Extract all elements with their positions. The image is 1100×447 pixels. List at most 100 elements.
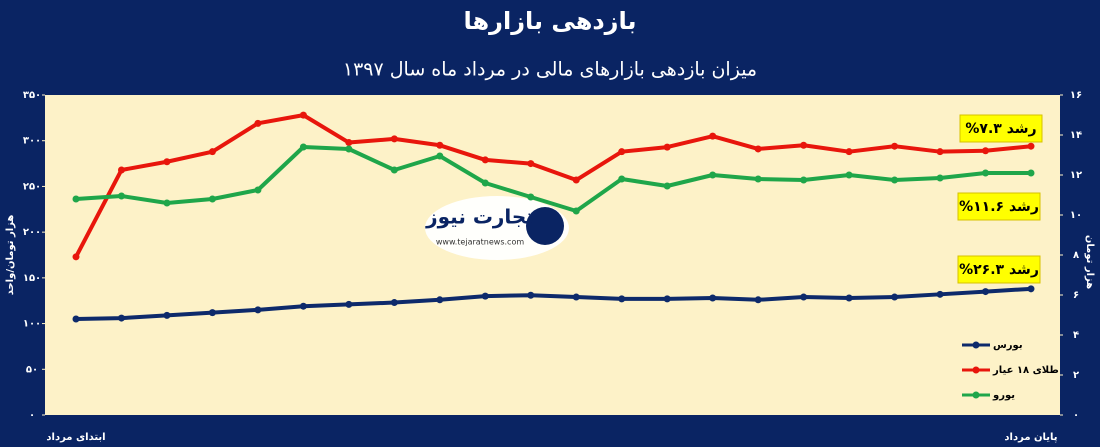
data-point	[72, 315, 80, 323]
data-point	[1027, 169, 1035, 177]
logo-icon	[526, 207, 564, 245]
data-point	[163, 158, 171, 166]
data-point	[982, 169, 990, 177]
annotation-box	[959, 114, 1043, 143]
y-tick-label: ۰	[29, 410, 35, 421]
data-point	[618, 148, 626, 156]
data-point	[800, 293, 808, 301]
data-point	[982, 288, 990, 296]
y-tick-label: ۲۰۰	[23, 227, 41, 238]
y2-axis-title: هزار تومان	[1084, 235, 1095, 289]
data-point	[618, 175, 626, 183]
legend-label: بورس	[993, 340, 1023, 351]
y-tick-label: ۳۵۰	[23, 90, 41, 101]
y-tick-label: ۳۰۰	[23, 136, 41, 147]
annotation: رشد ۲۶.۳%	[959, 262, 1039, 278]
legend-marker	[972, 391, 980, 399]
data-point	[481, 179, 489, 187]
data-point	[754, 296, 762, 304]
data-point	[709, 132, 717, 140]
data-point	[254, 119, 262, 127]
data-point	[481, 292, 489, 300]
annotation: رشد ۷.۳%	[965, 121, 1036, 137]
data-point	[390, 166, 398, 174]
data-point	[527, 193, 535, 201]
y-tick-label: ۱۰۰	[23, 319, 41, 330]
chart-subtitle: میزان بازدهی بازارهای مالی در مرداد ماه …	[343, 59, 757, 81]
data-point	[709, 171, 717, 179]
y2-tick-label: ۰	[1073, 410, 1079, 421]
data-point	[208, 309, 216, 317]
data-point	[663, 143, 671, 151]
data-point	[936, 290, 944, 298]
data-point	[481, 156, 489, 164]
data-point	[663, 295, 671, 303]
plot-area	[45, 95, 1060, 415]
series-line	[75, 286, 1032, 321]
data-point	[754, 145, 762, 153]
data-point	[299, 302, 307, 310]
logo-url: www.tejaratnews.com	[436, 238, 524, 247]
data-point	[1027, 142, 1035, 150]
y2-tick-label: ۲	[1073, 370, 1079, 381]
data-point	[436, 141, 444, 149]
legend-marker	[972, 341, 980, 349]
x-tick-label: ابتدای مرداد	[46, 432, 105, 443]
legend-label: یورو	[992, 390, 1015, 401]
data-point	[891, 176, 899, 184]
y2-tick-label: ۶	[1073, 290, 1079, 301]
y-tick-label: ۲۵۰	[23, 181, 41, 192]
y2-tick-label: ۱۰	[1070, 210, 1082, 221]
y2-tick-label: ۱۴	[1070, 130, 1082, 141]
series-line	[75, 145, 1031, 213]
y2-tick-label: ۱۲	[1070, 170, 1082, 181]
data-point	[572, 176, 580, 184]
data-point	[117, 314, 125, 322]
data-point	[117, 192, 125, 200]
y2-tick-label: ۱۶	[1070, 90, 1082, 101]
data-point	[345, 300, 353, 308]
data-point	[345, 145, 353, 153]
data-point	[618, 295, 626, 303]
data-point	[163, 199, 171, 207]
logo-name: تجارت نیوز	[425, 205, 534, 229]
y2-tick-label: ۴	[1073, 330, 1079, 341]
data-point	[254, 306, 262, 314]
y2-tick-label: ۸	[1073, 250, 1079, 261]
chart-title: بازدهی بازارها	[464, 7, 637, 35]
annotation-box	[957, 192, 1041, 221]
data-point	[663, 182, 671, 190]
data-point	[891, 293, 899, 301]
data-point	[572, 207, 580, 215]
data-point	[72, 253, 80, 261]
annotation-box	[957, 255, 1041, 284]
data-point	[436, 296, 444, 304]
data-point	[572, 293, 580, 301]
logo: تجارت نیوز www.tejaratnews.com	[425, 196, 569, 260]
data-point	[527, 291, 535, 299]
data-point	[800, 176, 808, 184]
data-point	[709, 294, 717, 302]
data-point	[117, 166, 125, 174]
x-tick-label: پایان مرداد	[1004, 432, 1057, 443]
data-point	[891, 142, 899, 150]
data-point	[390, 135, 398, 143]
data-point	[982, 147, 990, 155]
data-point	[936, 174, 944, 182]
data-point	[936, 148, 944, 156]
data-point	[436, 152, 444, 160]
data-point	[845, 171, 853, 179]
data-point	[208, 148, 216, 156]
data-point	[299, 143, 307, 151]
y-axis-title: هزار تومان/واحد	[5, 215, 16, 296]
data-point	[390, 299, 398, 307]
data-point	[800, 141, 808, 149]
y-tick-label: ۵۰	[26, 364, 38, 375]
data-point	[1027, 285, 1035, 293]
legend-marker	[972, 366, 980, 374]
data-point	[845, 294, 853, 302]
data-point	[345, 139, 353, 147]
y-tick-label: ۱۵۰	[23, 273, 41, 284]
data-point	[754, 175, 762, 183]
